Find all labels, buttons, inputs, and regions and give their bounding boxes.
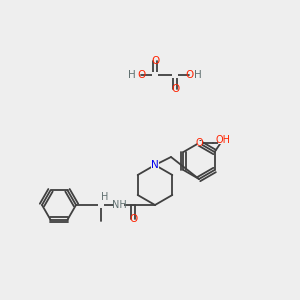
Text: O: O [171,84,179,94]
Bar [114,202,124,208]
Bar [152,72,158,78]
Text: H: H [194,70,202,80]
Bar [218,136,228,143]
Text: N: N [151,160,159,170]
Bar [98,202,104,208]
Text: O: O [151,56,159,66]
Text: O: O [129,214,137,224]
Text: H: H [101,192,109,202]
Text: O: O [195,138,203,148]
Text: H: H [128,70,136,80]
Bar [151,161,159,169]
Text: O: O [137,70,145,80]
Bar [172,72,178,78]
Text: OH: OH [215,135,230,145]
Text: NH: NH [112,200,126,210]
Bar [196,140,202,146]
Text: O: O [185,70,193,80]
